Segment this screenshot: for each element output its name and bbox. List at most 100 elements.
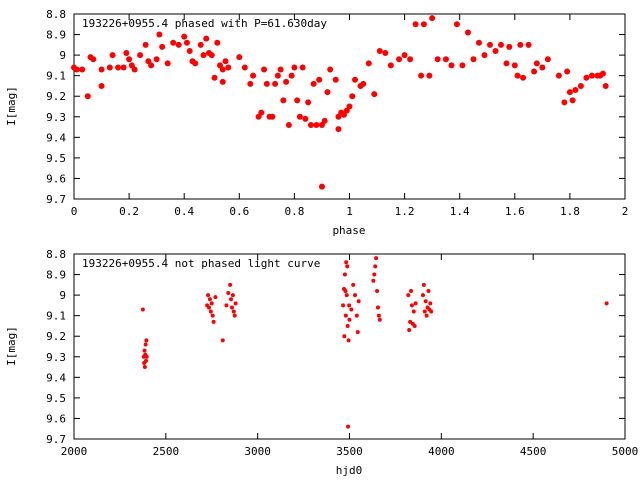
phased-x-tick-label: 0.2	[119, 205, 139, 218]
unphased-y-axis-ticks: 8.8 8.9 9 9.1 9.2 9.3 9.4 9.5 9.6 9.7	[46, 248, 625, 446]
unphased-data-point	[144, 354, 149, 359]
unphased-data-point	[422, 309, 427, 314]
phased-data-point	[313, 122, 320, 128]
unphased-data-point	[421, 282, 426, 287]
phased-data-point	[420, 21, 427, 28]
phased-data-point	[247, 80, 254, 87]
phased-data-point	[175, 41, 182, 48]
phased-data-point	[307, 122, 314, 128]
unphased-data-point	[406, 293, 411, 298]
unphased-data-point	[375, 305, 380, 310]
phased-data-point	[572, 87, 579, 94]
phased-data-point	[263, 80, 270, 87]
unphased-data-point	[343, 313, 348, 318]
phased-data-point	[324, 89, 331, 96]
phased-y-axis-label: I[mag]	[5, 86, 18, 126]
phased-data-point	[511, 62, 518, 69]
phased-data-point	[98, 82, 105, 89]
phased-data-point	[131, 66, 138, 73]
phased-data-point	[258, 109, 265, 116]
phased-data-point	[588, 72, 595, 79]
phased-data-point	[448, 62, 455, 69]
phased-data-point	[280, 97, 287, 104]
phased-data-point	[156, 31, 163, 38]
unphased-data-point	[345, 264, 350, 269]
unphased-data-point	[354, 313, 359, 318]
phased-data-point	[294, 97, 301, 104]
phased-y-tick-label: 8.9	[46, 29, 66, 42]
phased-data-point	[442, 56, 449, 63]
phased-data-point	[261, 66, 268, 73]
phased-data-point	[470, 56, 477, 63]
unphased-data-point	[376, 313, 381, 318]
unphased-data-point	[226, 291, 231, 296]
unphased-data-point	[426, 289, 431, 293]
phased-data-point	[429, 15, 436, 22]
phased-data-point	[321, 117, 328, 124]
phased-data-point	[352, 76, 359, 83]
phased-data-point	[459, 62, 466, 69]
unphased-data-point	[411, 309, 416, 314]
phased-data-point	[492, 48, 499, 54]
phased-data-point	[387, 62, 394, 69]
phased-light-curve-panel: 8.88.999.19.29.39.49.59.69.7 0 0.2 0.4 0.6 0…	[5, 8, 628, 237]
phased-data-point	[183, 39, 190, 46]
phased-data-point	[170, 39, 177, 46]
phased-data-point	[453, 21, 460, 28]
phased-data-point	[365, 60, 372, 67]
unphased-data-point	[345, 323, 350, 328]
unphased-data-point	[351, 282, 356, 287]
unphased-y-tick-label: 9	[59, 289, 66, 302]
phased-data-point	[583, 74, 590, 81]
unphased-data-point	[144, 338, 149, 343]
phased-data-point	[181, 33, 188, 40]
unphased-data-point	[209, 301, 214, 306]
phased-data-point	[539, 64, 546, 71]
unphased-data-point	[342, 272, 347, 277]
phased-y-tick-label: 9.7	[46, 193, 66, 206]
phased-data-point	[310, 80, 317, 87]
phased-data-point	[382, 50, 389, 57]
unphased-data-point	[423, 299, 428, 304]
unphased-data-point	[344, 293, 349, 298]
unphased-data-point	[213, 295, 218, 300]
phased-data-point	[192, 60, 199, 67]
phased-data-point	[305, 99, 312, 106]
phased-data-point	[203, 35, 210, 42]
unphased-data-point	[353, 293, 358, 298]
unphased-data-point	[142, 348, 147, 353]
unphased-x-axis-ticks: 2000 2500 3000 3500 4000 4500 5000	[61, 254, 638, 458]
phased-data-point	[200, 52, 207, 59]
phased-data-point	[599, 70, 606, 77]
unphased-data-point	[349, 307, 354, 312]
phased-data-point	[555, 72, 562, 79]
phased-y-tick-label: 9.2	[46, 90, 66, 103]
unphased-x-tick-label: 2500	[153, 445, 180, 458]
unphased-y-axis-label: I[mag]	[5, 326, 18, 366]
phased-data-point	[90, 56, 97, 63]
phased-data-point	[577, 82, 584, 89]
unphased-y-tick-label: 8.8	[46, 248, 66, 261]
phased-data-point	[525, 41, 532, 48]
phased-data-point	[602, 82, 609, 89]
phased-data-point	[73, 66, 80, 73]
phased-data-point	[241, 64, 248, 71]
phased-data-point	[219, 66, 226, 73]
phased-data-point	[274, 72, 281, 79]
unphased-data-point	[375, 289, 380, 293]
phased-data-point	[533, 60, 540, 67]
phased-data-point	[219, 78, 226, 85]
unphased-y-tick-label: 9.4	[46, 371, 66, 384]
phased-x-axis-label: phase	[332, 224, 365, 237]
phased-x-tick-label: 0.8	[284, 205, 304, 218]
unphased-data-point	[210, 313, 215, 318]
phased-data-point	[434, 56, 441, 63]
unphased-data-point	[604, 301, 609, 306]
unphased-data-point	[409, 289, 414, 293]
phased-data-point	[514, 72, 521, 79]
phased-data-points	[71, 15, 609, 190]
unphased-data-point	[228, 282, 233, 287]
phased-data-point	[291, 64, 298, 71]
phased-data-point	[296, 113, 303, 120]
